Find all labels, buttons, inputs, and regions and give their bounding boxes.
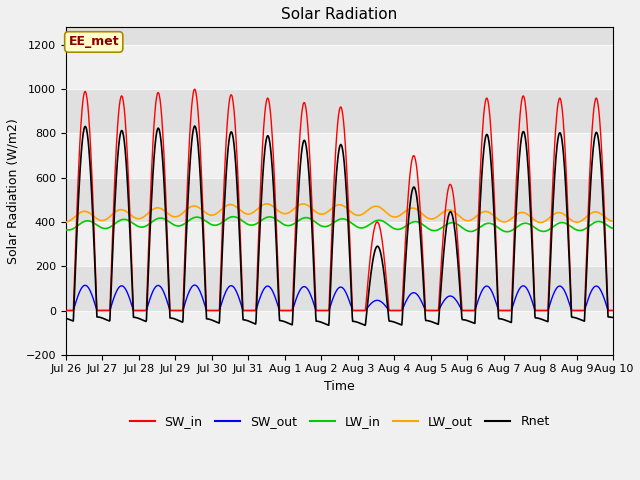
Title: Solar Radiation: Solar Radiation <box>282 7 397 22</box>
X-axis label: Time: Time <box>324 380 355 393</box>
Bar <box>66 133 613 178</box>
Bar <box>66 45 613 89</box>
Bar <box>66 311 613 355</box>
Y-axis label: Solar Radiation (W/m2): Solar Radiation (W/m2) <box>7 118 20 264</box>
Legend: SW_in, SW_out, LW_in, LW_out, Rnet: SW_in, SW_out, LW_in, LW_out, Rnet <box>125 410 554 433</box>
Text: EE_met: EE_met <box>68 36 119 48</box>
Bar <box>66 222 613 266</box>
